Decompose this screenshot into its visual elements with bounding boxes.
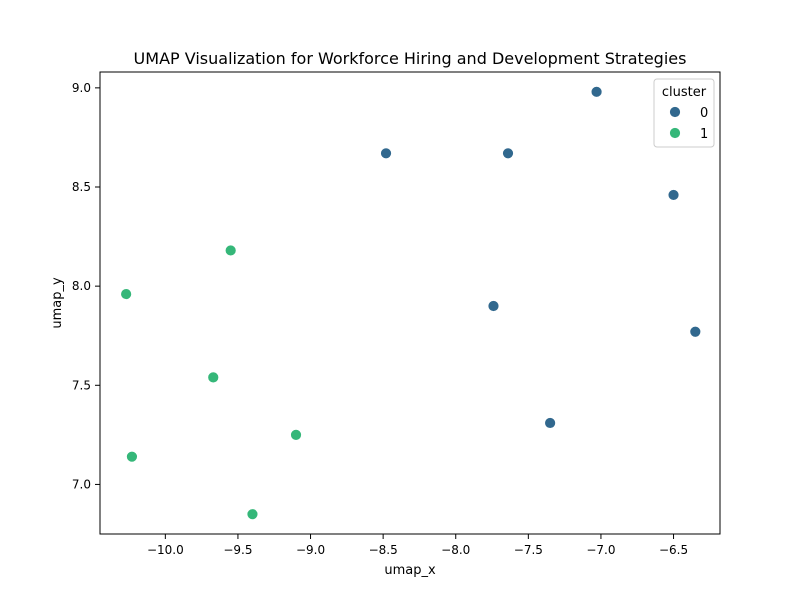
legend-title: cluster [662, 85, 707, 100]
data-point-cluster-0 [544, 417, 557, 429]
legend-box [653, 78, 715, 148]
data-point-cluster-1 [126, 450, 138, 463]
x-tick-label: −9.5 [223, 543, 252, 557]
x-axis-label: umap_x [384, 563, 436, 578]
y-axis-label: umap_y [50, 277, 65, 329]
x-axis: −10.0 −9.5 −9.0 −8.5 −8.0 −7.5 −7.0 −6.5 [147, 534, 688, 557]
data-point-cluster-1 [120, 288, 133, 300]
x-tick-label: −7.5 [514, 543, 543, 557]
y-axis: 7.0 7.5 8.0 8.5 9.0 [72, 81, 100, 491]
data-point-cluster-0 [667, 189, 680, 201]
y-tick-label: 8.5 [72, 180, 91, 194]
data-points [120, 85, 702, 521]
y-tick-label: 7.0 [72, 477, 91, 491]
data-point-cluster-0 [502, 147, 514, 160]
x-tick-label: −7.0 [586, 543, 615, 557]
data-point-cluster-1 [246, 508, 259, 521]
plot-area [100, 72, 720, 534]
x-tick-label: −10.0 [147, 543, 184, 557]
data-point-cluster-0 [380, 147, 392, 160]
data-point-cluster-1 [224, 244, 237, 257]
y-tick-label: 7.5 [72, 378, 91, 392]
x-tick-label: −9.0 [296, 543, 325, 557]
data-point-cluster-1 [207, 371, 220, 384]
x-tick-label: −8.5 [369, 543, 398, 557]
data-point-cluster-0 [689, 325, 702, 338]
data-point-cluster-0 [590, 85, 603, 98]
x-tick-label: −8.0 [441, 543, 470, 557]
legend-label-cluster-1: 1 [700, 127, 708, 142]
plot-frame [99, 71, 721, 535]
legend-marker-cluster-1 [669, 127, 681, 139]
chart-title: UMAP Visualization for Workforce Hiring … [134, 49, 687, 68]
x-tick-label: −6.5 [659, 543, 688, 557]
y-tick-label: 9.0 [72, 81, 91, 95]
legend: cluster 0 1 [653, 78, 715, 148]
legend-marker-cluster-0 [669, 106, 681, 118]
data-point-cluster-1 [290, 428, 302, 441]
data-point-cluster-0 [487, 300, 500, 312]
y-tick-label: 8.0 [72, 279, 91, 293]
legend-label-cluster-0: 0 [700, 106, 708, 121]
